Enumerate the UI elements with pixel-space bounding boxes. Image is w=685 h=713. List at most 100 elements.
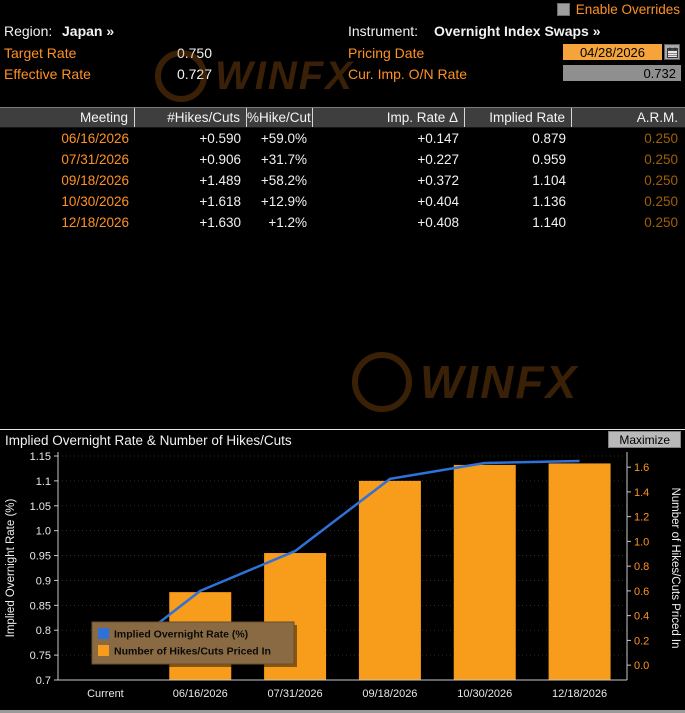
svg-text:0.8: 0.8 <box>36 625 51 637</box>
svg-text:1.6: 1.6 <box>634 462 649 474</box>
cell-hikes-cuts: +0.590 <box>199 131 241 146</box>
column-header-implied-rate: Implied Rate <box>465 108 572 127</box>
enable-overrides-checkbox[interactable] <box>556 3 570 16</box>
top-bar: Enable Overrides <box>0 0 685 19</box>
table-body: 06/16/2026 +0.590 +59.0% +0.147 0.879 0.250 07… <box>0 128 685 233</box>
svg-text:0.95: 0.95 <box>30 551 51 563</box>
svg-text:0.8: 0.8 <box>634 561 649 573</box>
cell-hikes-cuts: +1.630 <box>199 215 241 230</box>
cell-meeting: 06/16/2026 <box>61 131 129 146</box>
cell-imp-rate: +0.147 <box>417 131 459 146</box>
enable-overrides-label: Enable Overrides <box>575 2 680 17</box>
watermark: WINFX <box>352 352 578 412</box>
region-value[interactable]: Japan » <box>62 23 115 39</box>
table-row: 06/16/2026 +0.590 +59.0% +0.147 0.879 0.250 <box>0 128 685 149</box>
cell-imp-rate: +0.408 <box>417 215 459 230</box>
pricing-date-input[interactable]: 04/28/2026 <box>563 44 662 60</box>
header-row-target: Target Rate 0.750 Pricing Date 04/28/202… <box>0 43 685 64</box>
cell-hike-cut: +59.0% <box>260 131 307 146</box>
cell-hikes-cuts: +1.618 <box>199 194 241 209</box>
cur-imp-on-rate-value: 0.732 <box>563 65 681 81</box>
svg-text:09/18/2026: 09/18/2026 <box>362 688 417 700</box>
cell-meeting: 12/18/2026 <box>61 215 129 230</box>
chart-section: Implied Overnight Rate & Number of Hikes… <box>0 429 685 713</box>
chart-canvas: 1.151.11.051.00.950.90.850.80.750.71.61.… <box>5 451 681 700</box>
svg-text:1.05: 1.05 <box>30 501 51 513</box>
svg-text:0.0: 0.0 <box>634 660 649 672</box>
svg-text:1.0: 1.0 <box>634 536 649 548</box>
column-header-a-r-m: A.R.M. <box>636 110 678 125</box>
svg-text:0.85: 0.85 <box>30 600 51 612</box>
svg-text:06/16/2026: 06/16/2026 <box>173 688 228 700</box>
cell-imp-rate: +0.404 <box>417 194 459 209</box>
region-label: Region: <box>4 23 53 39</box>
header-row-region: Region: Japan » Instrument: Overnight In… <box>0 21 685 42</box>
cur-imp-on-rate-label: Cur. Imp. O/N Rate <box>348 66 468 82</box>
cell-a-r-m: 0.250 <box>644 152 678 167</box>
svg-text:0.4: 0.4 <box>634 611 649 623</box>
svg-text:0.75: 0.75 <box>30 650 51 662</box>
svg-text:0.2: 0.2 <box>634 635 649 647</box>
svg-text:Implied Overnight Rate (%): Implied Overnight Rate (%) <box>114 629 248 641</box>
svg-text:1.2: 1.2 <box>634 512 649 524</box>
cell-implied-rate: 0.879 <box>532 131 566 146</box>
pricing-date-label: Pricing Date <box>348 45 425 61</box>
column-header-hikes-cuts: #Hikes/Cuts <box>135 108 247 127</box>
cell-hike-cut: +31.7% <box>260 152 307 167</box>
svg-text:Number of Hikes/Cuts Priced In: Number of Hikes/Cuts Priced In <box>114 646 271 658</box>
svg-text:07/31/2026: 07/31/2026 <box>268 688 323 700</box>
svg-text:1.4: 1.4 <box>634 487 649 499</box>
column-header-hike-cut: %Hike/Cut <box>247 108 313 127</box>
cell-imp-rate: +0.227 <box>417 152 459 167</box>
chart-line <box>104 459 580 666</box>
cell-hike-cut: +1.2% <box>268 215 307 230</box>
target-rate-label: Target Rate <box>4 45 77 61</box>
cell-imp-rate: +0.372 <box>417 173 459 188</box>
calendar-button[interactable] <box>664 44 680 60</box>
watermark-logo <box>352 352 412 412</box>
left-axis-title: Implied Overnight Rate (%) <box>5 498 17 637</box>
calendar-icon <box>666 47 678 58</box>
effective-rate-label: Effective Rate <box>4 66 91 82</box>
cell-a-r-m: 0.250 <box>644 215 678 230</box>
effective-rate-value: 0.727 <box>176 66 212 82</box>
right-axis-title: Number of Hikes/Cuts Priced In <box>669 487 681 648</box>
cell-a-r-m: 0.250 <box>644 194 678 209</box>
instrument-value[interactable]: Overnight Index Swaps » <box>434 23 601 39</box>
chart-legend: Implied Overnight Rate (%) Number of Hike… <box>91 621 297 667</box>
table-row: 07/31/2026 +0.906 +31.7% +0.227 0.959 0.250 <box>0 149 685 170</box>
chart-title: Implied Overnight Rate & Number of Hikes… <box>5 432 292 448</box>
cell-hike-cut: +12.9% <box>260 194 307 209</box>
cell-hikes-cuts: +1.489 <box>199 173 241 188</box>
svg-text:0.6: 0.6 <box>634 586 649 598</box>
cell-hike-cut: +58.2% <box>260 173 307 188</box>
table-row: 12/18/2026 +1.630 +1.2% +0.408 1.140 0.250 <box>0 212 685 233</box>
table-row: 10/30/2026 +1.618 +12.9% +0.404 1.136 0.250 <box>0 191 685 212</box>
svg-text:Current: Current <box>87 688 124 700</box>
svg-text:1.1: 1.1 <box>36 476 51 488</box>
svg-text:12/18/2026: 12/18/2026 <box>552 688 607 700</box>
cell-hikes-cuts: +0.906 <box>199 152 241 167</box>
column-header-imp-rate: Imp. Rate Δ <box>313 108 465 127</box>
column-header-meeting: Meeting <box>0 108 135 127</box>
svg-text:10/30/2026: 10/30/2026 <box>457 688 512 700</box>
svg-text:0.7: 0.7 <box>36 675 51 687</box>
cell-implied-rate: 1.140 <box>532 215 566 230</box>
svg-text:0.9: 0.9 <box>36 575 51 587</box>
meetings-table: Meeting #Hikes/Cuts %Hike/Cut Imp. Rate Δ Im… <box>0 107 685 233</box>
table-row: 09/18/2026 +1.489 +58.2% +0.372 1.104 0.250 <box>0 170 685 191</box>
cell-implied-rate: 1.104 <box>532 173 566 188</box>
x-axis: Current 06/16/2026 07/31/2026 09/18/2026 10/… <box>87 688 607 700</box>
table-header: Meeting #Hikes/Cuts %Hike/Cut Imp. Rate Δ Im… <box>0 107 685 128</box>
y-axis-right: 1.6 1.4 1.2 1.0 0.8 0.6 0.4 0.2 0.0 <box>627 462 649 672</box>
cell-meeting: 07/31/2026 <box>61 152 129 167</box>
target-rate-value: 0.750 <box>176 45 212 61</box>
header-row-effective: Effective Rate 0.727 Cur. Imp. O/N Rate … <box>0 64 685 85</box>
bottom-edge <box>0 710 685 713</box>
cell-a-r-m: 0.250 <box>644 173 678 188</box>
cell-a-r-m: 0.250 <box>644 131 678 146</box>
cell-meeting: 09/18/2026 <box>61 173 129 188</box>
maximize-button[interactable]: Maximize <box>608 431 681 448</box>
y-axis-left: 1.15 1.1 1.05 1.0 0.95 0.9 0.85 0.8 0.75 0.7 <box>30 451 58 687</box>
